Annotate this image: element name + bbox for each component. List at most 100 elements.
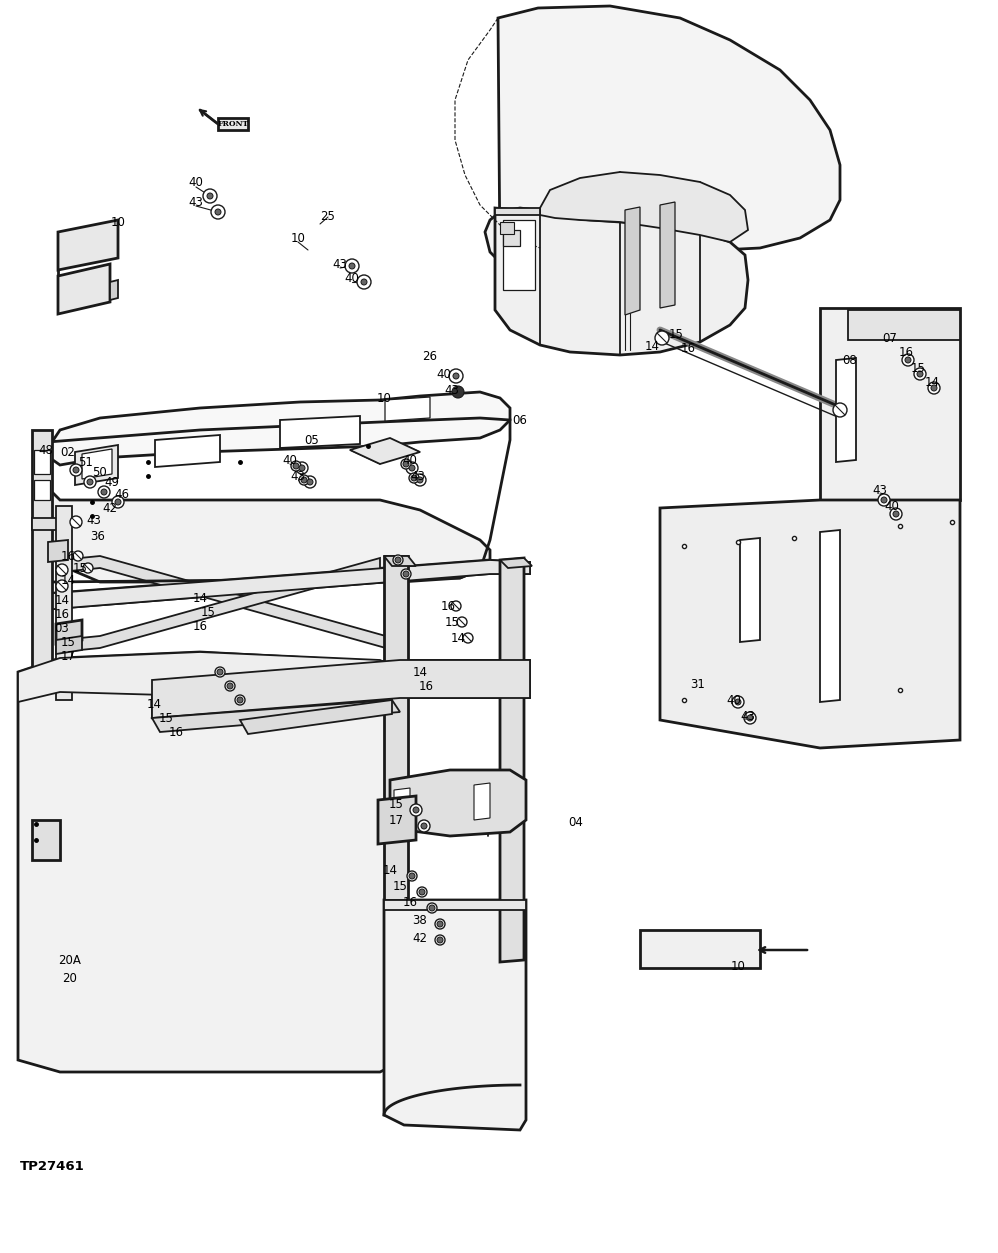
Circle shape bbox=[417, 887, 427, 897]
Text: 14: 14 bbox=[450, 632, 465, 644]
Circle shape bbox=[410, 804, 422, 816]
Polygon shape bbox=[40, 442, 490, 581]
Circle shape bbox=[902, 355, 914, 366]
Text: 10: 10 bbox=[731, 960, 746, 972]
Circle shape bbox=[211, 205, 225, 219]
Text: 15: 15 bbox=[61, 635, 76, 649]
Text: 36: 36 bbox=[91, 530, 106, 543]
Polygon shape bbox=[820, 308, 960, 500]
Polygon shape bbox=[34, 480, 50, 500]
Text: 43: 43 bbox=[87, 514, 102, 526]
Polygon shape bbox=[280, 416, 360, 449]
Circle shape bbox=[427, 903, 437, 913]
Text: 16: 16 bbox=[61, 550, 76, 563]
Circle shape bbox=[301, 477, 307, 482]
Text: 15: 15 bbox=[910, 362, 925, 375]
Circle shape bbox=[403, 461, 409, 467]
Circle shape bbox=[215, 667, 225, 677]
Polygon shape bbox=[384, 556, 408, 900]
Text: 16: 16 bbox=[681, 342, 696, 355]
Polygon shape bbox=[110, 279, 118, 299]
Text: 07: 07 bbox=[882, 332, 897, 345]
Polygon shape bbox=[155, 435, 220, 467]
Polygon shape bbox=[75, 445, 118, 485]
Circle shape bbox=[357, 274, 371, 289]
Circle shape bbox=[349, 263, 355, 269]
Polygon shape bbox=[32, 430, 52, 680]
Polygon shape bbox=[48, 540, 68, 563]
Polygon shape bbox=[384, 556, 416, 566]
Circle shape bbox=[417, 477, 423, 482]
Circle shape bbox=[409, 465, 415, 471]
Text: 17: 17 bbox=[61, 649, 76, 663]
Text: 40: 40 bbox=[884, 500, 899, 512]
Text: 14: 14 bbox=[382, 863, 397, 877]
Circle shape bbox=[421, 823, 427, 829]
Polygon shape bbox=[625, 207, 640, 315]
Text: 26: 26 bbox=[422, 350, 437, 362]
Circle shape bbox=[931, 385, 937, 391]
Polygon shape bbox=[56, 506, 72, 700]
Text: 43: 43 bbox=[410, 470, 425, 482]
Circle shape bbox=[345, 259, 359, 273]
Polygon shape bbox=[60, 556, 400, 652]
Polygon shape bbox=[350, 439, 420, 464]
Circle shape bbox=[893, 511, 899, 517]
Circle shape bbox=[418, 819, 430, 832]
Circle shape bbox=[833, 403, 847, 417]
Polygon shape bbox=[394, 788, 410, 822]
Polygon shape bbox=[495, 208, 540, 216]
Text: 50: 50 bbox=[93, 466, 108, 479]
Circle shape bbox=[293, 464, 299, 469]
Text: 16: 16 bbox=[193, 619, 208, 633]
Text: 08: 08 bbox=[842, 353, 857, 366]
Text: 40: 40 bbox=[402, 454, 417, 466]
Polygon shape bbox=[60, 558, 380, 652]
Polygon shape bbox=[384, 900, 526, 1130]
Text: 14: 14 bbox=[924, 376, 939, 388]
Circle shape bbox=[452, 386, 464, 398]
Text: 03: 03 bbox=[55, 621, 70, 634]
Text: 40: 40 bbox=[282, 454, 297, 466]
Text: 43: 43 bbox=[741, 709, 755, 723]
Polygon shape bbox=[18, 652, 406, 1073]
Text: 15: 15 bbox=[444, 615, 459, 629]
Text: 38: 38 bbox=[412, 913, 427, 926]
Polygon shape bbox=[384, 900, 526, 910]
Circle shape bbox=[419, 888, 425, 895]
Polygon shape bbox=[58, 221, 118, 269]
Polygon shape bbox=[390, 771, 526, 836]
Polygon shape bbox=[152, 700, 400, 732]
Polygon shape bbox=[378, 796, 416, 845]
Circle shape bbox=[905, 357, 911, 363]
Circle shape bbox=[70, 464, 82, 476]
Circle shape bbox=[890, 507, 902, 520]
Circle shape bbox=[409, 873, 415, 880]
Text: 14: 14 bbox=[61, 574, 76, 586]
Circle shape bbox=[101, 489, 107, 495]
Circle shape bbox=[98, 486, 110, 497]
Polygon shape bbox=[848, 309, 960, 340]
Text: 51: 51 bbox=[79, 456, 94, 469]
Text: 48: 48 bbox=[39, 444, 54, 456]
Text: 10: 10 bbox=[290, 232, 305, 244]
Polygon shape bbox=[48, 392, 510, 465]
Text: 42: 42 bbox=[412, 931, 427, 945]
Circle shape bbox=[56, 580, 68, 591]
Text: 02: 02 bbox=[61, 446, 76, 459]
Circle shape bbox=[747, 715, 753, 720]
Circle shape bbox=[401, 569, 411, 579]
Circle shape bbox=[401, 459, 411, 469]
Polygon shape bbox=[218, 118, 248, 130]
Circle shape bbox=[407, 871, 417, 881]
Polygon shape bbox=[474, 783, 490, 819]
Circle shape bbox=[437, 921, 443, 927]
Circle shape bbox=[457, 616, 467, 626]
Text: 14: 14 bbox=[645, 340, 660, 352]
Text: 14: 14 bbox=[193, 591, 208, 604]
Text: 04: 04 bbox=[569, 816, 584, 828]
Circle shape bbox=[73, 467, 79, 472]
Polygon shape bbox=[500, 222, 514, 234]
Circle shape bbox=[914, 368, 926, 380]
Text: 43: 43 bbox=[189, 195, 204, 208]
